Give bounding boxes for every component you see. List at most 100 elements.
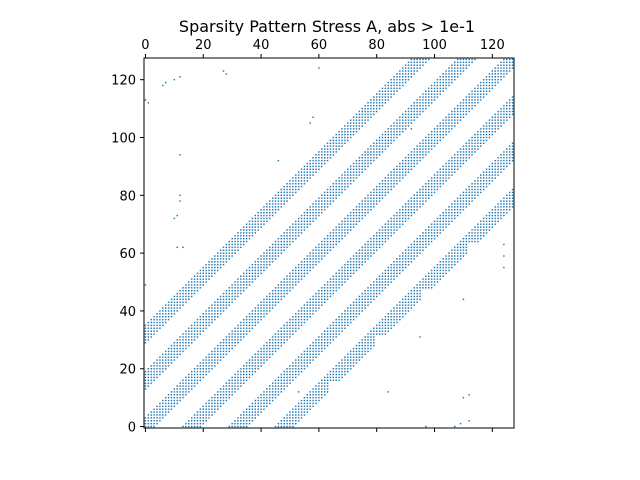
nonzero-entry [448,84,450,87]
nonzero-entry [477,130,479,133]
nonzero-entry [292,330,294,332]
nonzero-entry [315,396,317,399]
nonzero-entry [370,145,372,147]
nonzero-entry [338,145,340,147]
nonzero-entry [456,64,459,66]
nonzero-entry [321,151,323,153]
nonzero-entry [162,84,164,87]
nonzero-entry [445,130,447,133]
nonzero-entry [404,220,407,223]
nonzero-entry [251,272,254,275]
nonzero-entry [269,209,271,211]
nonzero-entry [193,385,196,387]
nonzero-entry [367,157,369,159]
nonzero-entry [413,249,415,251]
nonzero-entry [312,220,314,223]
nonzero-entry [511,104,514,107]
nonzero-entry [274,333,277,335]
nonzero-entry [407,252,410,254]
nonzero-entry [375,104,378,107]
nonzero-entry [280,292,283,295]
nonzero-entry [471,96,473,98]
nonzero-entry [260,301,262,303]
nonzero-entry [326,388,329,390]
nonzero-entry [401,113,404,116]
nonzero-entry [182,298,184,301]
nonzero-entry [399,263,401,266]
nonzero-entry [422,249,424,251]
nonzero-entry [312,261,314,263]
nonzero-entry [292,194,294,197]
nonzero-entry [410,64,413,66]
nonzero-entry [254,229,257,231]
nonzero-entry [219,301,222,303]
nonzero-entry [384,278,387,280]
nonzero-entry [361,217,363,220]
nonzero-entry [292,226,294,228]
nonzero-entry [150,330,152,332]
nonzero-entry [370,102,372,104]
nonzero-entry [260,266,262,269]
nonzero-entry [326,243,329,246]
nonzero-entry [347,217,349,220]
nonzero-entry [390,93,392,95]
nonzero-entry [216,402,219,405]
nonzero-entry [361,350,363,353]
nonzero-entry [251,313,254,315]
nonzero-entry [326,385,329,387]
nonzero-entry [442,223,444,225]
nonzero-entry [309,252,311,254]
nonzero-entry [413,203,415,205]
nonzero-entry [474,99,476,101]
nonzero-entry [190,336,193,338]
nonzero-entry [445,119,447,121]
nonzero-entry [341,359,343,361]
nonzero-entry [159,373,161,376]
nonzero-entry [349,353,352,356]
nonzero-entry [295,266,297,269]
nonzero-entry [222,252,225,254]
nonzero-entry [419,159,421,162]
nonzero-entry [471,58,473,61]
nonzero-entry [188,284,190,286]
nonzero-entry [309,396,311,399]
nonzero-entry [454,203,456,205]
nonzero-entry [269,356,271,358]
nonzero-entry [413,157,415,159]
nonzero-entry [205,402,207,405]
nonzero-entry [454,425,456,428]
nonzero-entry [373,197,375,199]
nonzero-entry [251,327,254,329]
nonzero-entry [482,81,485,84]
nonzero-entry [445,128,447,130]
nonzero-entry [147,327,150,329]
nonzero-entry [500,119,502,121]
nonzero-entry [295,359,297,361]
nonzero-entry [482,185,485,188]
nonzero-entry [182,350,184,353]
nonzero-entry [199,370,202,373]
nonzero-entry [263,220,265,223]
nonzero-entry [202,327,204,329]
nonzero-entry [430,232,433,234]
nonzero-entry [188,382,190,384]
nonzero-entry [471,139,473,142]
nonzero-entry [219,307,222,309]
nonzero-entry [384,188,387,191]
nonzero-entry [243,379,245,382]
nonzero-entry [219,344,222,347]
nonzero-entry [491,168,494,171]
nonzero-entry [396,258,398,260]
nonzero-entry [454,76,456,78]
nonzero-entry [289,327,291,329]
nonzero-entry [234,422,236,425]
nonzero-entry [335,136,337,139]
nonzero-entry [280,385,283,387]
nonzero-entry [413,58,415,61]
nonzero-entry [257,226,259,228]
nonzero-entry [332,289,335,292]
nonzero-entry [433,232,436,234]
nonzero-entry [439,185,442,188]
nonzero-entry [384,142,387,144]
nonzero-entry [332,379,335,382]
